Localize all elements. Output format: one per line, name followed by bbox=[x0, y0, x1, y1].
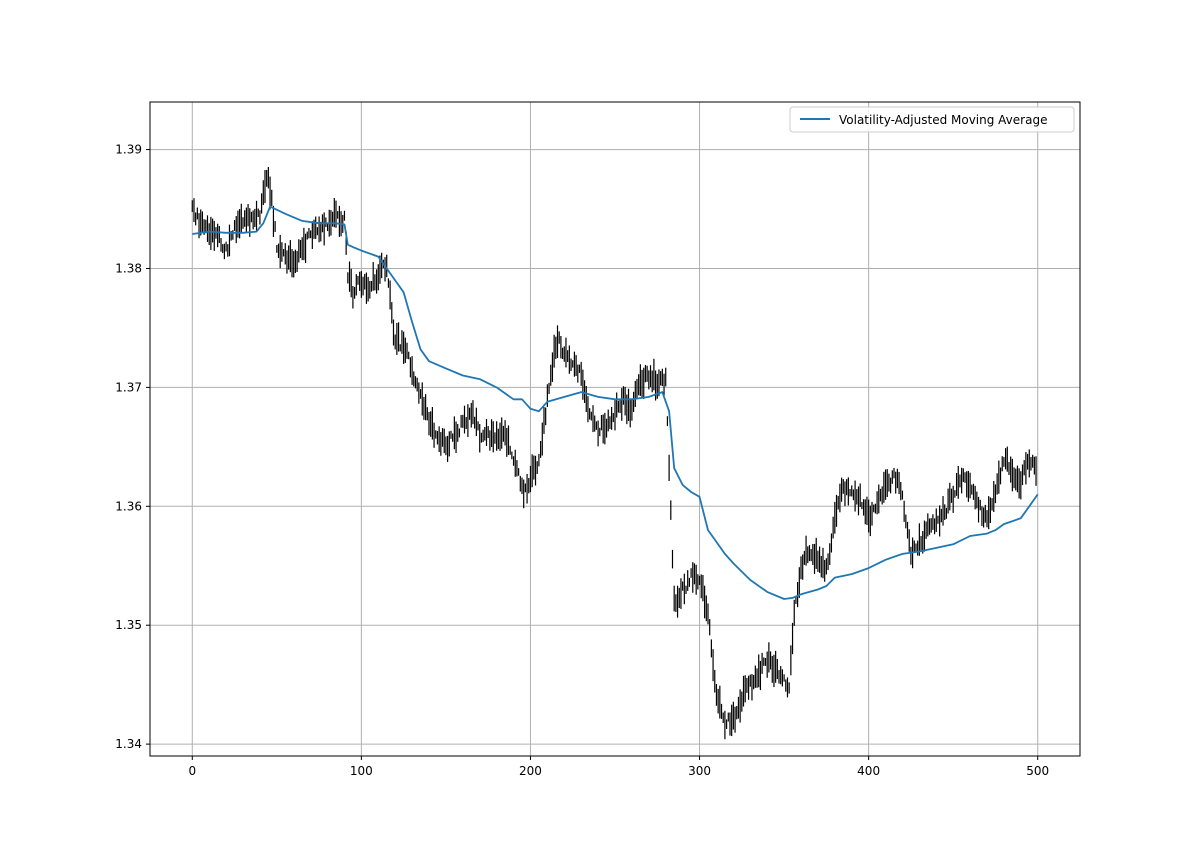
legend-label: Volatility-Adjusted Moving Average bbox=[839, 113, 1047, 127]
x-tick-label: 300 bbox=[688, 764, 711, 778]
x-axis: 0 100 200 300 400 500 bbox=[188, 756, 1049, 778]
legend: Volatility-Adjusted Moving Average bbox=[789, 106, 1075, 133]
x-tick-label: 100 bbox=[350, 764, 373, 778]
x-tick-label: 200 bbox=[519, 764, 542, 778]
grid bbox=[150, 102, 1080, 756]
y-tick-label: 1.37 bbox=[115, 380, 142, 394]
x-tick-label: 500 bbox=[1026, 764, 1049, 778]
y-axis: 1.34 1.35 1.36 1.37 1.38 1.39 bbox=[115, 143, 150, 751]
y-tick-label: 1.38 bbox=[115, 261, 142, 275]
y-tick-label: 1.39 bbox=[115, 143, 142, 157]
legend-box bbox=[789, 106, 1075, 133]
series-lines bbox=[192, 205, 1039, 600]
x-tick-label: 0 bbox=[188, 764, 196, 778]
y-tick-label: 1.35 bbox=[115, 618, 142, 632]
y-tick-label: 1.34 bbox=[115, 737, 142, 751]
y-tick-label: 1.36 bbox=[115, 499, 142, 513]
plot-frame bbox=[149, 101, 1081, 757]
x-tick-label: 400 bbox=[857, 764, 880, 778]
series-line bbox=[192, 205, 1039, 600]
